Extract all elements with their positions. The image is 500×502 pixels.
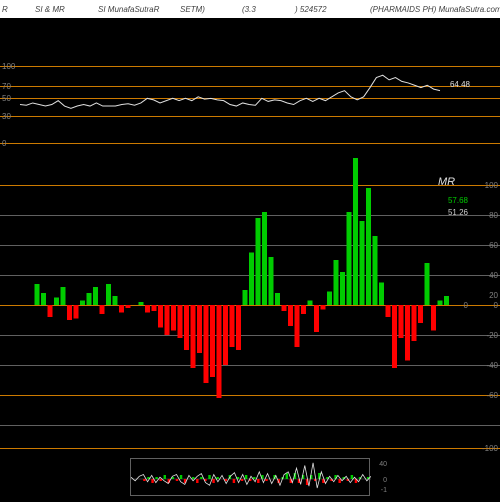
rsi-line (0, 36, 460, 146)
mini-chart-svg (131, 459, 371, 497)
axis-label-right: -40 (486, 361, 498, 370)
rsi-last-value: 64.48 (450, 80, 470, 89)
header-label: (PHARMAIDS PH) MunafaSutra.com (370, 5, 500, 14)
header-label: (3.3 (242, 5, 256, 14)
mini-panel: 400-1 (130, 458, 370, 496)
header-label: SI & MR (35, 5, 65, 14)
header-label: SETM) (180, 5, 205, 14)
mini-axis-label: -1 (381, 487, 387, 494)
header-label: ) 524572 (295, 5, 327, 14)
mini-axis-label: 0 (383, 477, 387, 484)
header-label: R (2, 5, 8, 14)
axis-label-right: 80 (489, 211, 498, 220)
rsi-panel: 100705030064.48 (0, 36, 500, 146)
axis-label-right: -20 (486, 331, 498, 340)
axis-label-right: -100 (482, 444, 498, 453)
header-bar: R SI & MR SI MunafaSutraR SETM) (3.3 ) 524572… (0, 0, 500, 18)
axis-label-right: 60 (489, 241, 498, 250)
header-label: SI MunafaSutraR (98, 5, 159, 14)
mini-axis-label: 40 (379, 461, 387, 468)
axis-label-right: 40 (489, 271, 498, 280)
axis-label-right: 100 (485, 181, 498, 190)
mr-panel: 100806040200-20-40-60-10057.6851.260MR (0, 140, 500, 450)
mr-bars (0, 140, 470, 450)
axis-label-right: 0 (494, 301, 498, 310)
axis-label-right: 20 (489, 291, 498, 300)
axis-label-right: -60 (486, 391, 498, 400)
